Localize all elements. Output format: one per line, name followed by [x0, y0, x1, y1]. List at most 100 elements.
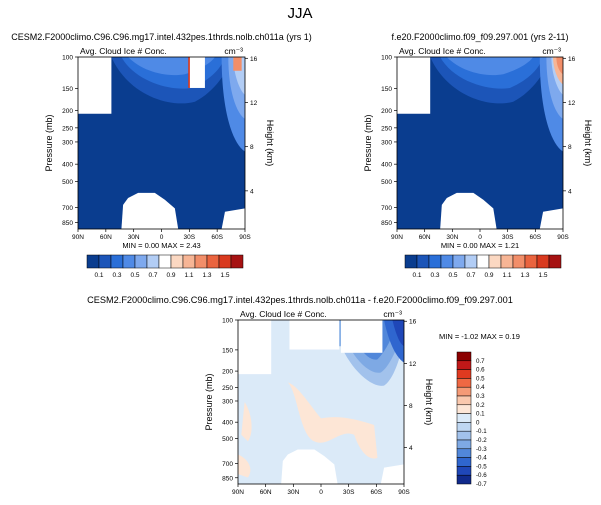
y-tick-label: 250 — [222, 385, 233, 392]
y-axis-label: Pressure (mb) — [204, 373, 214, 430]
contour-band — [238, 454, 251, 478]
y2-axis-label: Height (km) — [583, 120, 593, 167]
panel-diff: CESM2.F2000climo.C96.C96.mg17.intel.432p… — [87, 295, 520, 496]
y-tick-label: 150 — [222, 347, 233, 354]
y2-tick-label: 4 — [409, 445, 413, 452]
x-tick-label: 60N — [260, 489, 272, 496]
contour-band — [337, 320, 341, 347]
y-tick-label: 100 — [381, 55, 392, 62]
colorbar-cell — [416, 254, 430, 269]
y-tick-label: 700 — [381, 205, 392, 212]
missing-data-region — [78, 57, 112, 114]
panel-field-label: Avg. Cloud Ice # Conc. — [240, 309, 327, 319]
colorbar-label: 0.1 — [412, 272, 421, 279]
colorbar-cell — [440, 254, 454, 269]
y-tick-label: 700 — [222, 461, 233, 468]
x-tick-label: 30S — [184, 234, 196, 241]
colorbar-cell — [230, 254, 244, 269]
missing-data-region — [340, 320, 383, 353]
colorbar-cell — [548, 254, 562, 269]
colorbar-label: 0.4 — [476, 384, 485, 391]
topography-mask — [440, 192, 497, 229]
colorbar-cell — [536, 254, 550, 269]
x-tick-label: 30S — [502, 234, 514, 241]
x-tick-label: 0 — [319, 489, 323, 496]
contour-band — [556, 57, 563, 75]
y-tick-label: 400 — [62, 162, 73, 169]
colorbar-cell — [146, 254, 160, 269]
colorbar-cell — [456, 422, 472, 432]
colorbar-label: 0.5 — [448, 272, 457, 279]
panel-title: f.e20.F2000climo.f09_f09.297.001 (yrs 2-… — [392, 32, 569, 42]
y-tick-label: 700 — [62, 205, 73, 212]
colorbar-cell — [464, 254, 478, 269]
colorbar-cell — [456, 404, 472, 414]
x-tick-label: 90S — [239, 234, 251, 241]
colorbar-cell — [170, 254, 184, 269]
panel-units-label: cm⁻³ — [224, 46, 243, 56]
y2-tick-label: 16 — [409, 319, 417, 326]
colorbar-label: 0.1 — [94, 272, 103, 279]
panel-title: CESM2.F2000climo.C96.C96.mg17.intel.432p… — [87, 295, 513, 305]
x-tick-label: 90S — [557, 234, 569, 241]
colorbar-label: 0.1 — [476, 411, 485, 418]
y2-tick-label: 8 — [250, 144, 254, 151]
x-tick-label: 30N — [287, 489, 299, 496]
x-tick-label: 30N — [128, 234, 140, 241]
panel-field-label: Avg. Cloud Ice # Conc. — [80, 46, 167, 56]
colorbar-cell — [206, 254, 220, 269]
y-tick-label: 500 — [62, 179, 73, 186]
x-tick-label: 30N — [446, 234, 458, 241]
y-tick-label: 500 — [222, 436, 233, 443]
y2-tick-label: 8 — [568, 144, 572, 151]
colorbar-label: 0.2 — [476, 402, 485, 409]
y-tick-label: 300 — [381, 139, 392, 146]
y-tick-label: 150 — [381, 86, 392, 93]
topography-mask — [121, 192, 179, 229]
x-tick-label: 60S — [530, 234, 542, 241]
colorbar-label: -0.7 — [476, 481, 487, 488]
colorbar-cell — [476, 254, 490, 269]
contour-field — [397, 57, 563, 229]
contour-band — [287, 382, 378, 459]
y2-tick-label: 12 — [409, 361, 417, 368]
contour-band — [241, 402, 252, 442]
colorbar-cell — [456, 474, 472, 485]
colorbar-cell — [182, 254, 196, 269]
y-tick-label: 400 — [222, 420, 233, 427]
y2-tick-label: 4 — [250, 188, 254, 195]
missing-data-region — [397, 57, 431, 114]
y2-tick-label: 8 — [409, 403, 413, 410]
colorbar-label: 1.3 — [520, 272, 529, 279]
missing-data-region — [189, 57, 205, 88]
colorbar-cell — [404, 254, 418, 269]
colorbar-label: -0.6 — [476, 472, 487, 479]
colorbar-cell — [456, 378, 472, 388]
x-tick-label: 90N — [391, 234, 403, 241]
colorbar-cell — [86, 254, 100, 269]
colorbar-cell — [456, 439, 472, 450]
y-tick-label: 850 — [62, 220, 73, 227]
contour-band — [233, 57, 242, 71]
colorbar-label: -0.5 — [476, 463, 487, 470]
colorbar-cell — [456, 457, 472, 467]
colorbar-cell — [134, 254, 148, 269]
colorbar-label: 1.1 — [502, 272, 511, 279]
colorbar-cell — [456, 395, 472, 406]
y2-tick-label: 12 — [250, 100, 258, 107]
y-tick-label: 250 — [381, 125, 392, 132]
colorbar-cell — [428, 254, 442, 269]
colorbar-label: 1.5 — [220, 272, 229, 279]
y-axis-label: Pressure (mb) — [363, 114, 373, 171]
x-tick-label: 90N — [232, 489, 244, 496]
y-tick-label: 100 — [222, 318, 233, 325]
colorbar-cell — [456, 466, 472, 476]
topography-mask — [539, 208, 563, 229]
contour-band — [392, 320, 404, 347]
y-tick-label: 100 — [62, 55, 73, 62]
y-tick-label: 200 — [62, 108, 73, 115]
colorbar-cell — [488, 254, 502, 269]
colorbar-label: 0.7 — [148, 272, 157, 279]
colorbar-label: 1.3 — [202, 272, 211, 279]
x-tick-label: 90N — [72, 234, 84, 241]
